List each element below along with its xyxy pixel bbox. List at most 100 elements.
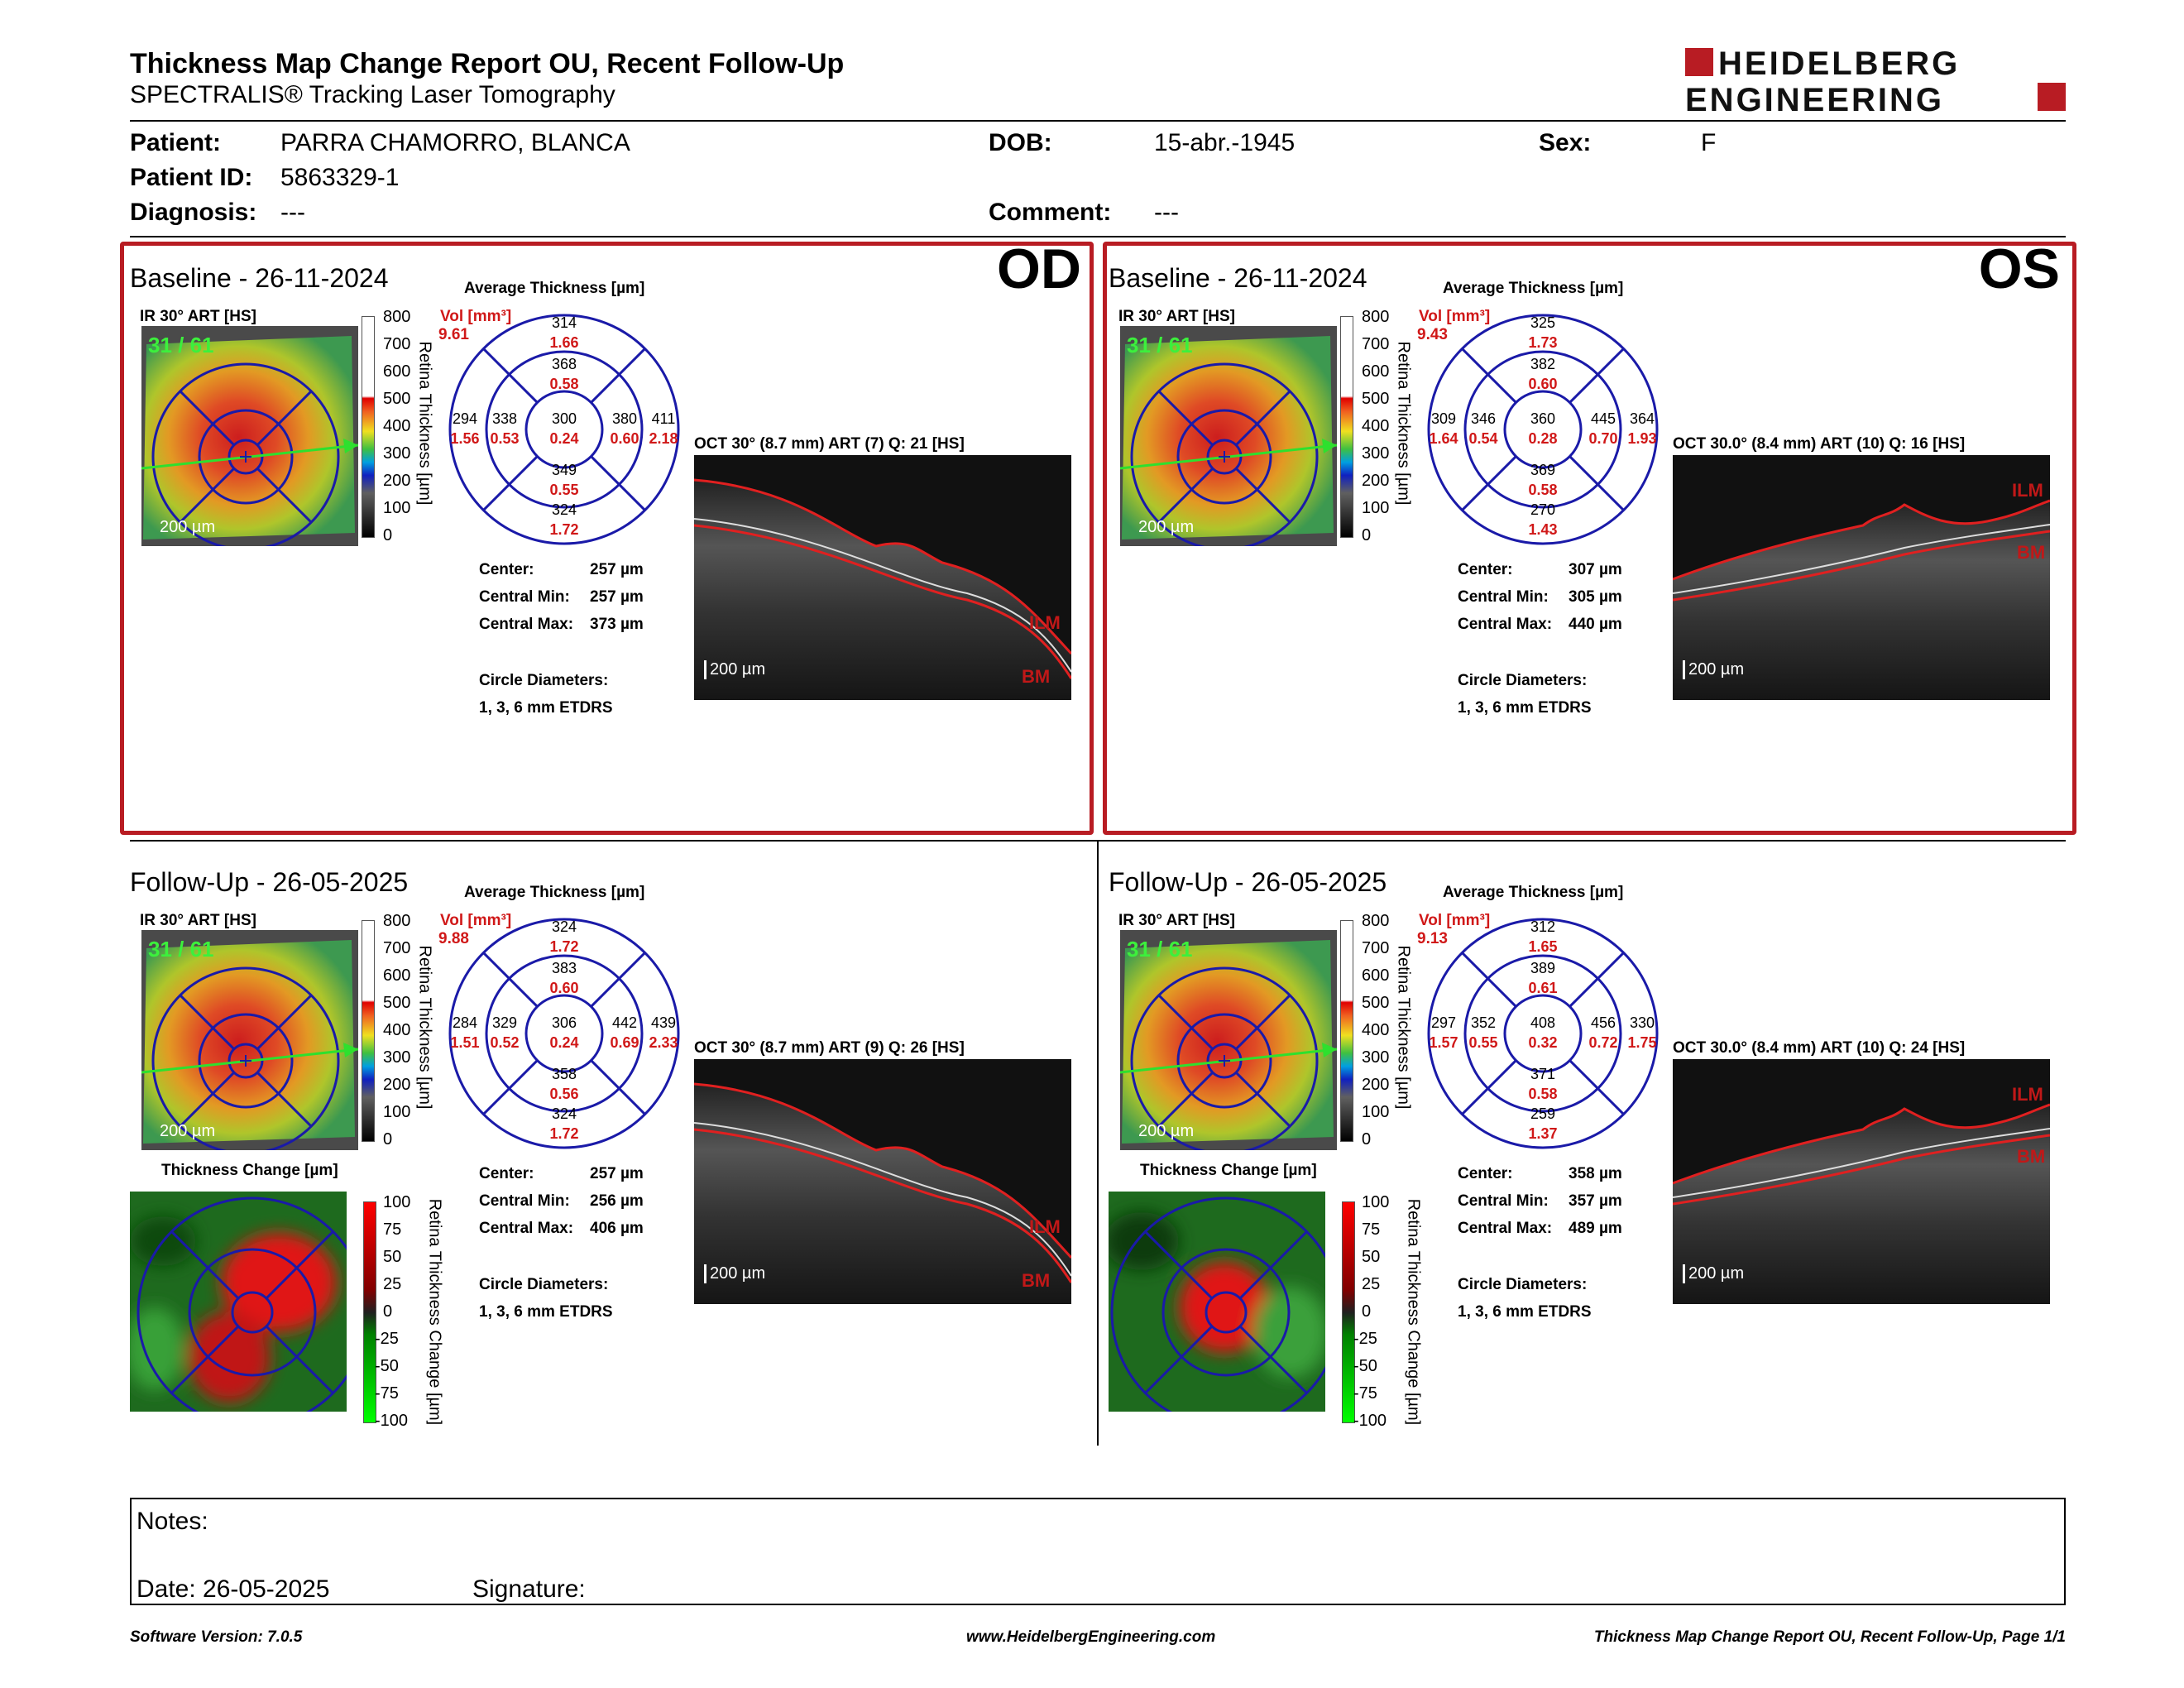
sex-value: F [1701, 129, 1717, 156]
oct-ilm-label: ILM [1029, 1216, 1061, 1237]
etdrs-thickness-bottom-outer: 270 [1530, 501, 1555, 518]
colorbar-tick: 300 [1362, 1048, 1390, 1067]
etdrs-volume-bottom-outer: 1.72 [549, 521, 578, 538]
eye-label: OS [1978, 237, 2060, 300]
stat-value: 406 µm [590, 1220, 644, 1237]
etdrs-thickness-right-outer: 411 [652, 410, 676, 427]
etdrs-thickness-bottom-outer: 324 [552, 501, 577, 518]
colorbar-tick: 200 [1362, 472, 1390, 490]
etdrs-volume-bottom-inner: 0.55 [549, 482, 578, 498]
stat-label: Center: [479, 1165, 534, 1182]
comment-value: --- [1154, 199, 1179, 226]
colorbar-tick: 600 [383, 966, 411, 985]
oct-scale-label: 200 µm [704, 1264, 765, 1283]
dob-label: DOB: [989, 129, 1052, 156]
patient-id-label: Patient ID: [130, 164, 253, 191]
stat-label: Central Min: [1458, 588, 1549, 606]
oct-scan-label: OCT 30.0° (8.4 mm) ART (10) Q: 24 [HS] [1673, 1039, 1966, 1057]
oct-bm-label: BM [2017, 542, 2046, 563]
stat-value: 256 µm [590, 1192, 644, 1210]
panel-heading: Baseline - 26-11-2024 [130, 263, 389, 293]
change-colorbar-tick: -75 [1353, 1384, 1377, 1403]
stat-label: Central Max: [479, 1220, 574, 1237]
colorbar-title: Retina Thickness [µm] [1394, 341, 1413, 506]
colorbar-tick: 400 [383, 417, 411, 435]
oct-scale-label: 200 µm [1683, 1264, 1744, 1283]
etdrs-thickness-left-inner: 329 [492, 1014, 517, 1031]
colorbar-tick: 100 [1362, 1103, 1390, 1121]
colorbar-tick: 200 [383, 1076, 411, 1094]
etdrs-volume-right-outer: 2.33 [649, 1034, 678, 1051]
panel-1: Baseline - 26-11-2024 OS IR 30° ART [HS] 31… [1109, 237, 2076, 844]
etdrs-volume-right-inner: 0.69 [610, 1034, 639, 1051]
ir-fundus-image: 31 / 61 200 µm [141, 326, 358, 546]
etdrs-grid: 324 1.72 383 0.60 284 1.51 329 0.52 306 0.24 442 0.… [448, 918, 680, 1149]
etdrs-thickness-bottom-inner: 371 [1530, 1066, 1555, 1082]
stat-label: Center: [1458, 1165, 1513, 1182]
etdrs-volume-left-inner: 0.54 [1468, 430, 1497, 447]
etdrs-thickness-top-inner: 383 [552, 960, 577, 976]
colorbar-tick: 100 [1362, 499, 1390, 517]
volume-label: Vol [mm³] [1419, 912, 1491, 929]
etdrs-thickness-center: 300 [552, 410, 577, 427]
etdrs-volume-top-outer: 1.65 [1528, 938, 1557, 955]
colorbar-tick: 300 [1362, 444, 1390, 463]
oct-ilm-label: ILM [2012, 1084, 2043, 1105]
patient-divider [130, 236, 2066, 237]
etdrs-volume-top-inner: 0.58 [549, 376, 578, 392]
colorbar-tick: 0 [1362, 1130, 1372, 1149]
etdrs-grid: 314 1.66 368 0.58 294 1.56 338 0.53 300 0.24 380 0.… [448, 314, 680, 545]
colorbar-tick: 800 [1362, 308, 1390, 326]
oct-scan-label: OCT 30° (8.7 mm) ART (9) Q: 26 [HS] [694, 1039, 965, 1057]
baseline-od-frame [120, 242, 1094, 835]
circle-diameters-value: 1, 3, 6 mm ETDRS [479, 1303, 613, 1321]
circle-diameters-label: Circle Diameters: [479, 1276, 609, 1293]
thickness-colorbar [1340, 316, 1353, 538]
oct-bm-label: BM [2017, 1146, 2046, 1167]
colorbar-title: Retina Thickness [µm] [1394, 945, 1413, 1110]
volume-label: Vol [mm³] [440, 308, 512, 325]
colorbar-tick: 600 [1362, 966, 1390, 985]
change-colorbar [363, 1201, 376, 1423]
change-colorbar-tick: -100 [1353, 1412, 1387, 1430]
change-colorbar-tick: 50 [383, 1248, 402, 1266]
stat-value: 357 µm [1569, 1192, 1622, 1210]
ir-frame-counter: 31 / 61 [148, 333, 214, 357]
footer-website[interactable]: www.HeidelbergEngineering.com [966, 1628, 1216, 1646]
volume-value: 9.13 [1417, 930, 1448, 947]
ir-frame-counter: 31 / 61 [148, 937, 214, 961]
colorbar-tick: 0 [383, 526, 393, 544]
heidelberg-logo: HEIDELBERG ENGINEERING [1685, 46, 2066, 114]
change-colorbar-tick: -25 [375, 1330, 399, 1348]
volume-value: 9.88 [438, 930, 469, 947]
etdrs-volume-top-outer: 1.72 [549, 938, 578, 955]
colorbar-tick: 700 [1362, 335, 1390, 353]
diagnosis-label: Diagnosis: [130, 199, 257, 226]
ir-image-label: IR 30° ART [HS] [1118, 308, 1235, 325]
colorbar-tick: 700 [383, 335, 411, 353]
etdrs-thickness-left-inner: 346 [1471, 410, 1496, 427]
etdrs-thickness-top-outer: 324 [552, 918, 577, 935]
ir-image-label: IR 30° ART [HS] [140, 912, 256, 929]
etdrs-volume-left-inner: 0.55 [1468, 1034, 1497, 1051]
notes-box[interactable]: Notes: Date: 26-05-2025 Signature: [130, 1498, 2066, 1605]
change-colorbar-tick: 75 [1362, 1220, 1381, 1239]
etdrs-volume-bottom-inner: 0.58 [1528, 1086, 1557, 1102]
ir-fundus-image: 31 / 61 200 µm [141, 930, 358, 1150]
ir-fundus-image: 31 / 61 200 µm [1120, 930, 1337, 1150]
etdrs-thickness-left-inner: 338 [492, 410, 517, 427]
report-subtitle: SPECTRALIS® Tracking Laser Tomography [130, 81, 615, 108]
change-colorbar-tick: -100 [375, 1412, 409, 1430]
stat-label: Central Max: [1458, 1220, 1553, 1237]
stat-value: 440 µm [1569, 616, 1622, 633]
change-colorbar-tick: -25 [1353, 1330, 1377, 1348]
colorbar-tick: 500 [383, 994, 411, 1012]
etdrs-thickness-right-inner: 445 [1591, 410, 1616, 427]
stat-label: Central Min: [479, 588, 570, 606]
eye-label: OD [997, 237, 1081, 300]
average-thickness-title: Average Thickness [µm] [1443, 884, 1624, 901]
etdrs-volume-top-outer: 1.73 [1528, 334, 1557, 351]
etdrs-volume-right-inner: 0.60 [610, 430, 639, 447]
colorbar-tick: 100 [383, 499, 411, 517]
ir-frame-counter: 31 / 61 [1127, 937, 1193, 961]
